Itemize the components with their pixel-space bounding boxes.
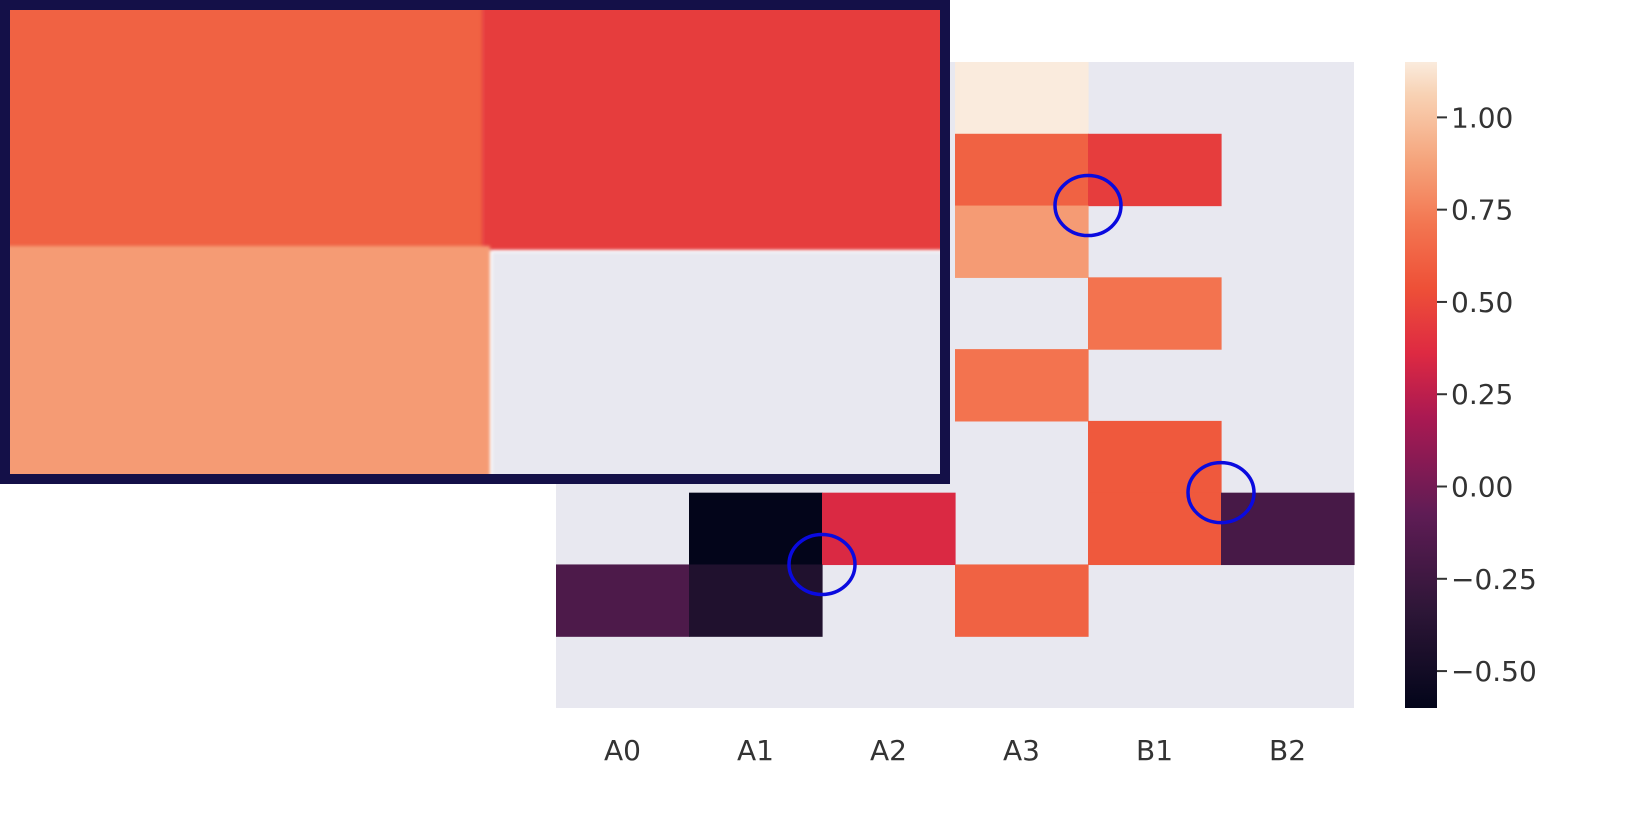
highlight-circle [787,532,857,597]
heatmap-cell [1088,420,1222,494]
colorbar-tick-label: 0.50 [1451,286,1513,319]
highlight-circle [1186,460,1256,525]
heatmap-plot-area [556,62,1355,708]
heatmap-cell [1088,277,1222,350]
heatmap-cell [1088,133,1222,207]
x-tick-label: A1 [737,734,774,767]
x-tick-label: A3 [1003,734,1040,767]
x-tick-label: A0 [604,734,641,767]
heatmap-cell [955,133,1089,207]
heatmap-cell [689,564,823,637]
heatmap-cell [689,492,823,566]
x-tick-label: A2 [870,734,907,767]
colorbar-tick-label: −0.50 [1451,655,1537,688]
colorbar-bar [1405,62,1437,708]
colorbar-tick-label: 0.75 [1451,194,1513,227]
colorbar-tick-label: 0.00 [1451,471,1513,504]
colorbar-tick-label: 0.25 [1451,378,1513,411]
zoom-inset-quadrant [482,10,940,250]
x-axis-tick-labels: A0 A1 A2 A3 B1 B2 [604,734,1306,767]
heatmap-cell [822,492,956,566]
highlight-circles [787,173,1256,597]
x-tick-label: B2 [1269,734,1306,767]
x-tick-label: B1 [1136,734,1173,767]
colorbar-tick-label: 1.00 [1451,101,1513,134]
colorbar: 1.00 0.75 0.50 0.25 0.00 −0.25 −0.50 [1405,62,1537,708]
heatmap-cell [955,349,1089,422]
zoom-inset-quadrant [492,252,940,474]
zoom-inset-quadrant [10,246,490,474]
colorbar-tick-label: −0.25 [1451,563,1537,596]
zoom-inset-panel [0,0,950,484]
heatmap-cell [955,62,1089,135]
highlight-circle [1053,173,1123,238]
heatmap-cell [955,564,1089,637]
heatmap-cell [955,205,1089,278]
heatmap-cell [556,564,690,637]
heatmap-cell [1088,492,1222,566]
heatmap-cell [1221,492,1355,566]
zoom-inset-quadrant [10,10,485,250]
